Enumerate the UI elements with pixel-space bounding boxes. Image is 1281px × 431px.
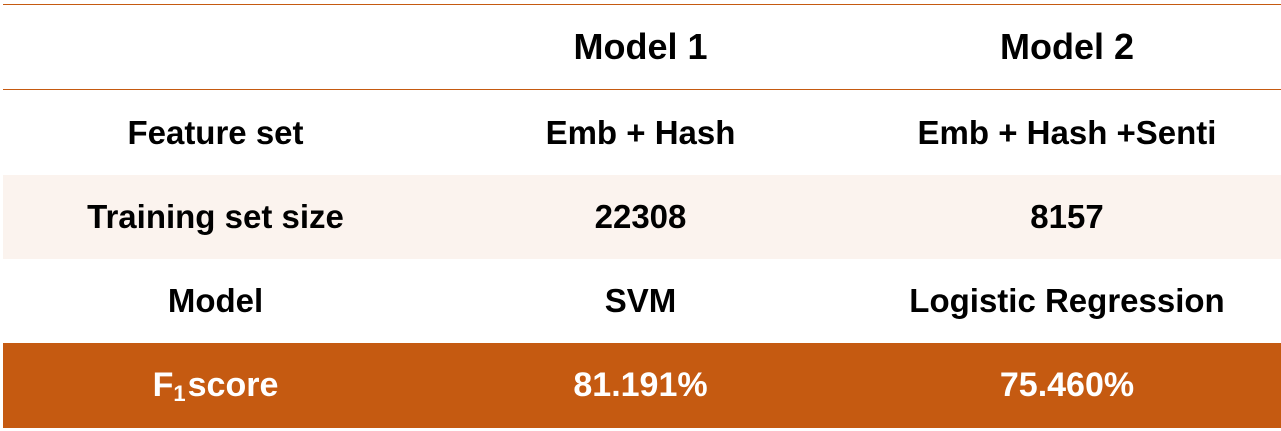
row-label: Model (167, 282, 264, 319)
table-row-model: Model SVM Logistic Regression (3, 259, 1281, 343)
header-model-1: Model 1 (573, 26, 708, 67)
table-row-feature-set: Feature set Emb + Hash Emb + Hash +Senti (3, 90, 1281, 175)
table-top-rule (3, 4, 1281, 5)
model-2-value: 8157 (1030, 198, 1104, 235)
model-1-value: Emb + Hash (545, 113, 736, 151)
row-label: Training set size (87, 198, 344, 235)
model-1-value: 22308 (594, 198, 687, 235)
table-row-training-set-size: Training set size 22308 8157 (3, 175, 1281, 259)
row-label: Feature set (127, 113, 304, 151)
table-header-rule (3, 89, 1281, 90)
f1-label-main: F (152, 366, 174, 404)
f1-label-subscript: 1 (173, 380, 186, 406)
table-header-row: Model 1 Model 2 (3, 5, 1281, 89)
model-1-value: 81.191% (573, 366, 708, 404)
header-model-2: Model 2 (999, 26, 1134, 67)
model-2-value: Logistic Regression (909, 282, 1225, 319)
model-2-value: 75.460% (999, 366, 1135, 404)
model-1-value: SVM (604, 282, 677, 319)
f1-label-rest: score (187, 366, 279, 404)
model-2-value: Emb + Hash +Senti (917, 113, 1217, 151)
